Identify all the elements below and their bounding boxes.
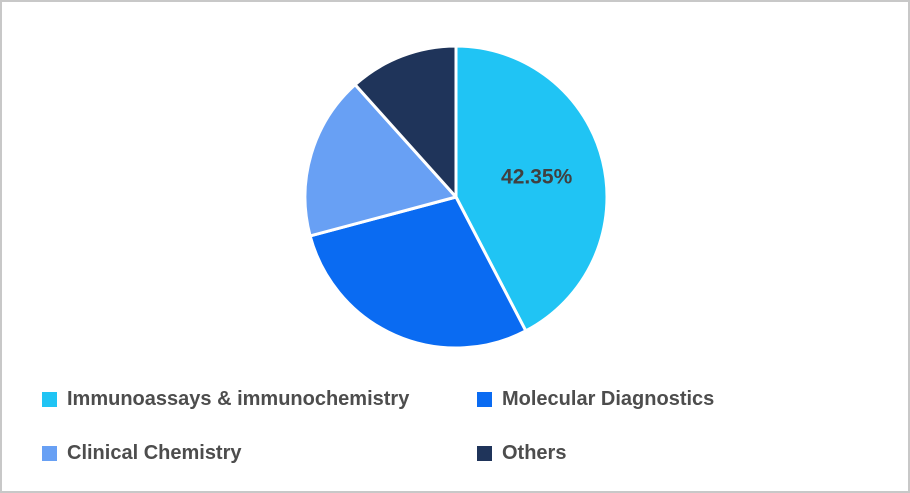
legend-swatch-molecular-diagnostics [477,391,492,407]
pie-slice-others [353,44,458,199]
legend-swatch-immunoassays [42,391,57,407]
legend-swatch-clinical-chemistry [42,445,57,461]
legend-item-others: Others [477,440,566,466]
legend-label-molecular-diagnostics: Molecular Diagnostics [502,387,715,410]
pie-chart: 42.35% [303,44,609,350]
pie-slice-clinical-chemistry [303,83,458,238]
pie-slice-immunoassays-immunochemistry [454,44,609,333]
legend-item-clinical-chemistry: Clinical Chemistry [42,440,242,466]
legend-label-immunoassays: Immunoassays & immunochemistry [67,387,410,410]
legend-item-immunoassays: Immunoassays & immunochemistry [42,386,409,412]
pie-data-label: 42.35% [501,166,573,189]
legend-swatch-others [477,445,492,461]
pie-slice-molecular-diagnostics [308,195,528,350]
legend-label-others: Others [502,441,567,464]
legend-item-molecular-diagnostics: Molecular Diagnostics [477,386,714,412]
legend-label-clinical-chemistry: Clinical Chemistry [67,441,242,464]
